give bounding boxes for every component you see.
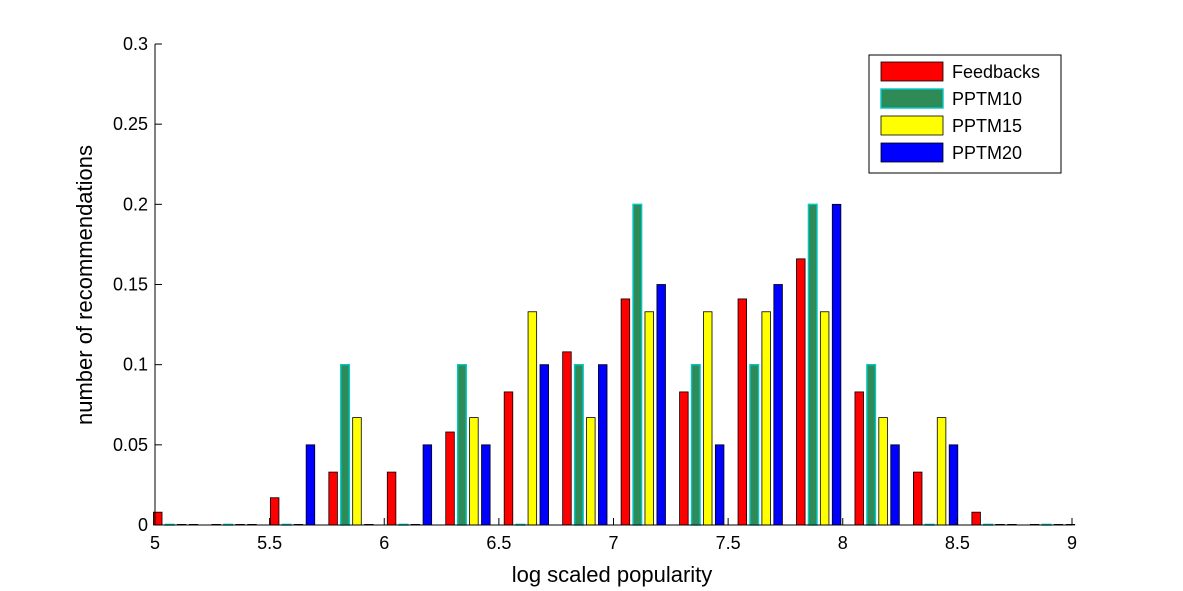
bar-pptm15-13	[936, 417, 947, 526]
y-tick-label: 0.1	[123, 355, 148, 375]
legend-label-pptm10: PPTM10	[952, 89, 1022, 109]
bar-pptm20-2	[305, 444, 316, 526]
bar-pptm15-11	[819, 311, 830, 526]
bar-feedbacks-2	[269, 497, 280, 526]
ticks-layer: 5 5.5 6 6.5 7 7.5 8 8.5 9 0 0.05 0.1 0.15 0.2 0.25 0.3	[113, 34, 1077, 553]
bar-feedbacks-6	[503, 391, 514, 526]
x-tick-label: 9	[1067, 533, 1077, 553]
bar-pptm15-8	[644, 311, 654, 526]
bar-pptm15-10	[761, 311, 771, 526]
bar-feedbacks-3	[328, 471, 338, 526]
y-tick-label: 0	[138, 515, 148, 535]
legend-label-pptm15: PPTM15	[952, 116, 1022, 136]
bar-feedbacks-5	[445, 431, 455, 526]
bar-pptm10-5	[456, 363, 467, 526]
y-tick-label: 0.3	[123, 34, 148, 54]
bar-pptm15-12	[878, 417, 888, 526]
legend-swatch-pptm20	[880, 142, 944, 163]
y-tick-label: 0.05	[113, 435, 148, 455]
bar-pptm10-12	[866, 363, 877, 526]
legend-swatch-pptm10	[880, 88, 944, 109]
bar-feedbacks-4	[386, 471, 397, 526]
bar-feedbacks-8	[620, 298, 631, 526]
bar-feedbacks-11	[796, 258, 806, 526]
bar-pptm20-13	[948, 444, 959, 526]
bar-feedbacks-13	[913, 471, 923, 526]
bar-pptm10-9	[690, 363, 701, 526]
x-tick-label: 7	[608, 533, 618, 553]
bar-pptm20-12	[890, 444, 900, 526]
x-tick-label: 6.5	[486, 533, 511, 553]
x-tick-label: 5	[150, 533, 160, 553]
y-tick-label: 0.25	[113, 114, 148, 134]
x-tick-label: 6	[379, 533, 389, 553]
bar-pptm20-4	[422, 444, 433, 526]
bar-pptm20-11	[831, 203, 842, 526]
bar-pptm10-10	[749, 363, 760, 526]
bar-pptm20-8	[656, 284, 666, 526]
legend: Feedbacks PPTM10 PPTM15 PPTM20	[868, 54, 1062, 174]
legend-swatch-feedbacks	[880, 61, 944, 82]
bar-pptm10-3	[340, 363, 351, 526]
x-tick-label: 8	[838, 533, 848, 553]
legend-label-pptm20: PPTM20	[952, 143, 1022, 163]
y-tick-label: 0.15	[113, 275, 148, 295]
y-axis-title: number of recommendations	[72, 145, 97, 425]
bar-feedbacks-7	[562, 351, 572, 526]
bar-pptm10-11	[807, 203, 818, 526]
bar-pptm20-5	[481, 444, 491, 526]
bar-pptm15-9	[703, 311, 713, 526]
legend-swatch-pptm15	[880, 115, 944, 136]
x-axis-title: log scaled popularity	[512, 562, 713, 587]
x-tick-label: 7.5	[716, 533, 741, 553]
y-tick-label: 0.2	[123, 194, 148, 214]
bars-layer	[153, 203, 1076, 526]
bar-feedbacks-14	[971, 511, 981, 526]
bar-pptm20-6	[539, 364, 549, 526]
bar-pptm15-6	[527, 311, 538, 526]
bar-pptm20-10	[773, 284, 783, 526]
bar-feedbacks-9	[679, 391, 689, 526]
bar-pptm20-7	[598, 364, 608, 526]
bar-pptm20-9	[714, 444, 725, 526]
bar-pptm10-8	[632, 203, 643, 526]
bar-pptm15-7	[586, 417, 596, 526]
bar-feedbacks-12	[854, 391, 864, 526]
bar-pptm10-7	[573, 363, 584, 526]
bar-pptm15-5	[469, 417, 479, 526]
x-tick-label: 5.5	[257, 533, 282, 553]
bar-pptm15-3	[352, 417, 362, 526]
legend-label-feedbacks: Feedbacks	[952, 62, 1040, 82]
x-tick-label: 8.5	[945, 533, 970, 553]
bar-feedbacks-10	[737, 298, 748, 526]
